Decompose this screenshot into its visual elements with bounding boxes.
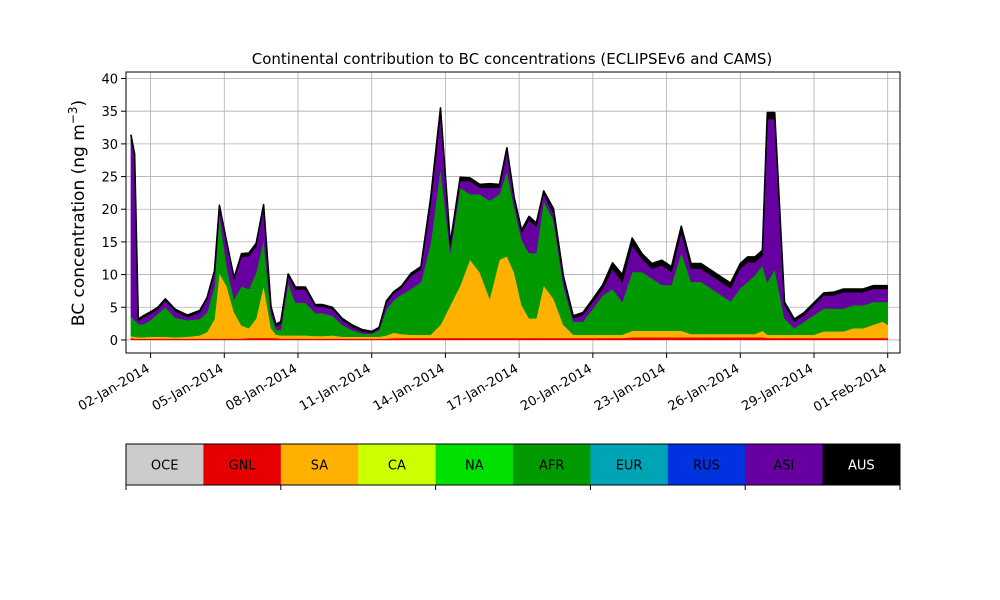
y-tick-label: 20 <box>101 203 118 218</box>
colorbar-swatch-oce <box>126 444 204 485</box>
colorbar-swatch-gnl <box>203 444 282 485</box>
x-axis: 02-Jan-201405-Jan-201408-Jan-201411-Jan-… <box>76 353 890 415</box>
colorbar-swatch-asi <box>745 444 824 485</box>
x-tick-label: 20-Jan-2014 <box>518 361 595 414</box>
x-tick-label: 29-Jan-2014 <box>739 361 816 414</box>
colorbar-swatch-afr <box>513 444 591 485</box>
x-tick-label: 23-Jan-2014 <box>592 361 669 414</box>
colorbar-swatch-na <box>435 444 514 485</box>
x-tick-label: 11-Jan-2014 <box>297 361 374 414</box>
y-tick-label: 40 <box>101 73 118 88</box>
y-tick-label: 5 <box>110 301 118 316</box>
stacked-areas <box>130 107 888 341</box>
colorbar-label-na: NA <box>465 459 484 474</box>
x-tick-label: 02-Jan-2014 <box>76 361 153 414</box>
region-colorbar: OCE GNL SA CA NA AFR EUR RUS ASI AUS <box>125 443 901 490</box>
colorbar-label-sa: SA <box>311 459 328 474</box>
colorbar-swatch-eur <box>590 444 669 485</box>
x-tick-label: 17-Jan-2014 <box>445 361 522 414</box>
y-tick-label: 25 <box>101 171 118 186</box>
y-tick-label: 15 <box>101 236 118 251</box>
y-axis-label-exponent: −3 <box>66 106 80 124</box>
colorbar-swatch-ca <box>358 444 437 485</box>
y-axis-label: BC concentration (ng m−3) <box>66 100 89 326</box>
colorbar-label-rus: RUS <box>693 459 720 474</box>
y-axis: 0 5 10 15 20 25 30 35 40 <box>101 73 126 349</box>
y-tick-label: 0 <box>110 334 118 349</box>
x-tick-label: 14-Jan-2014 <box>371 361 448 414</box>
y-tick-label: 35 <box>101 105 118 120</box>
colorbar-label-asi: ASI <box>773 459 794 474</box>
colorbar-label-aus: AUS <box>848 459 875 474</box>
x-tick-label: 26-Jan-2014 <box>666 361 743 414</box>
x-tick-label: 05-Jan-2014 <box>150 361 227 414</box>
colorbar-swatch-aus <box>822 444 901 485</box>
plot-frame <box>125 71 901 354</box>
y-tick-label: 30 <box>101 138 118 153</box>
colorbar-label-afr: AFR <box>539 459 564 474</box>
colorbar-label-ca: CA <box>388 459 406 474</box>
y-axis-label-base: BC concentration (ng m <box>69 124 89 326</box>
colorbar-swatch-sa <box>280 444 359 485</box>
total-outline <box>130 107 888 333</box>
y-tick-label: 10 <box>101 269 118 284</box>
colorbar-frame <box>125 443 901 486</box>
colorbar-label-oce: OCE <box>151 459 179 474</box>
x-tick-label: 08-Jan-2014 <box>223 361 300 414</box>
x-tick-label: 01-Feb-2014 <box>811 361 890 415</box>
colorbar-label-eur: EUR <box>616 459 643 474</box>
chart-title: Continental contribution to BC concentra… <box>252 50 773 68</box>
colorbar-label-gnl: GNL <box>229 459 257 474</box>
colorbar-swatch-rus <box>667 444 746 485</box>
y-axis-label-close: ) <box>69 100 89 107</box>
